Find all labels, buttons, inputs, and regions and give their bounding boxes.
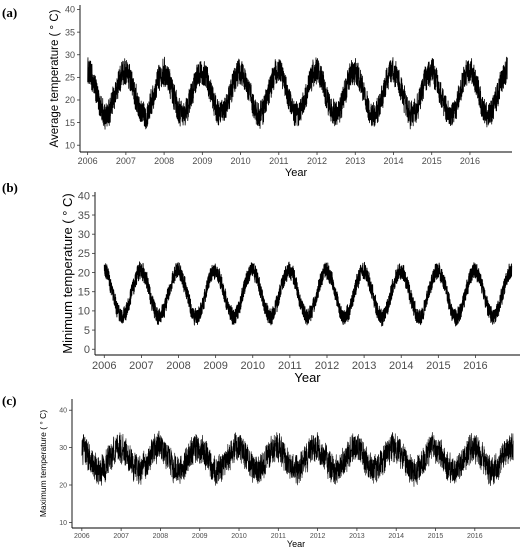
panel-c-plot: 10 20 30 40 2006 2007 2008 2009 2010 2011 2012 2013… (59, 399, 520, 540)
x-tick-label: 2010 (231, 156, 251, 166)
x-tick-label: 2007 (129, 360, 153, 372)
panel-b: (b) 0 5 10 15 20 25 30 35 40 2006 2007 2008 2009 2010… (2, 180, 520, 385)
panel-b-plot: 0 5 10 15 20 25 30 35 40 2006 2007 2008 2009 2010 2011… (78, 191, 520, 372)
panel-b-series-line (103, 261, 513, 327)
y-tick-label: 30 (65, 50, 75, 60)
x-tick-label: 2014 (388, 533, 404, 540)
panel-c-ylabel: Maximum temperature ( ° C) (38, 410, 48, 517)
x-tick-label: 2011 (271, 533, 286, 540)
x-tick-label: 2009 (192, 156, 212, 166)
y-tick-label: 20 (78, 267, 90, 279)
x-tick-label: 2006 (78, 156, 98, 166)
x-tick-label: 2012 (307, 156, 327, 166)
x-tick-label: 2006 (74, 533, 90, 540)
x-tick-label: 2012 (315, 360, 339, 372)
y-tick-label: 10 (59, 520, 67, 527)
x-tick-label: 2013 (349, 533, 365, 540)
panel-a: (a) 10 15 20 25 30 35 40 2006 2007 2008 2009 2010 20… (2, 5, 512, 179)
x-tick-label: 2015 (422, 156, 442, 166)
x-tick-label: 2010 (231, 533, 247, 540)
x-tick-label: 2016 (467, 533, 483, 540)
panel-a-series-line (87, 56, 508, 130)
y-tick-label: 15 (78, 287, 90, 299)
panel-b-ylabel: Minimum temperature ( ° C) (60, 193, 75, 354)
y-tick-label: 25 (65, 73, 75, 83)
x-tick-label: 2011 (269, 156, 288, 166)
panel-a-xlabel: Year (285, 167, 308, 179)
y-tick-label: 0 (84, 344, 90, 356)
panel-c-xlabel: Year (287, 539, 305, 549)
y-tick-label: 5 (84, 325, 90, 337)
panel-a-ylabel: Average temperature ( ° C) (49, 9, 61, 147)
x-tick-label: 2015 (428, 533, 444, 540)
panel-c: (c) 10 20 30 40 2006 2007 2008 2009 2010 2011 2012… (2, 393, 520, 549)
x-tick-label: 2015 (426, 360, 450, 372)
x-tick-label: 2008 (166, 360, 190, 372)
panel-a-label: (a) (2, 5, 17, 20)
x-tick-label: 2013 (352, 360, 376, 372)
y-tick-label: 10 (65, 140, 75, 150)
x-tick-label: 2006 (92, 360, 116, 372)
x-tick-label: 2016 (460, 156, 480, 166)
panel-c-label: (c) (2, 393, 16, 408)
x-tick-label: 2010 (241, 360, 265, 372)
x-tick-label: 2013 (345, 156, 365, 166)
y-tick-label: 30 (78, 229, 90, 241)
y-tick-label: 20 (65, 95, 75, 105)
x-tick-label: 2016 (463, 360, 487, 372)
x-tick-label: 2009 (203, 360, 227, 372)
x-tick-label: 2008 (154, 156, 174, 166)
x-tick-label: 2007 (116, 156, 136, 166)
y-tick-label: 25 (78, 248, 90, 260)
y-tick-label: 35 (78, 210, 90, 222)
x-tick-label: 2007 (113, 533, 129, 540)
y-tick-label: 40 (65, 5, 75, 15)
y-tick-label: 10 (78, 306, 90, 318)
panel-b-label: (b) (2, 180, 18, 195)
y-tick-label: 40 (59, 408, 67, 415)
y-tick-label: 35 (65, 27, 75, 37)
y-tick-label: 30 (59, 445, 67, 452)
x-tick-label: 2014 (389, 360, 413, 372)
x-tick-label: 2009 (192, 533, 208, 540)
panel-c-series-line (81, 430, 514, 487)
y-tick-label: 40 (78, 191, 90, 203)
x-tick-label: 2014 (383, 156, 403, 166)
x-tick-label: 2011 (278, 360, 302, 372)
panel-b-xlabel: Year (294, 370, 321, 385)
y-tick-label: 20 (59, 482, 67, 489)
panel-a-plot: 10 15 20 25 30 35 40 2006 2007 2008 2009 2010 2011 20… (65, 5, 512, 166)
x-tick-label: 2012 (310, 533, 326, 540)
y-tick-label: 15 (65, 118, 75, 128)
x-tick-label: 2008 (153, 533, 169, 540)
